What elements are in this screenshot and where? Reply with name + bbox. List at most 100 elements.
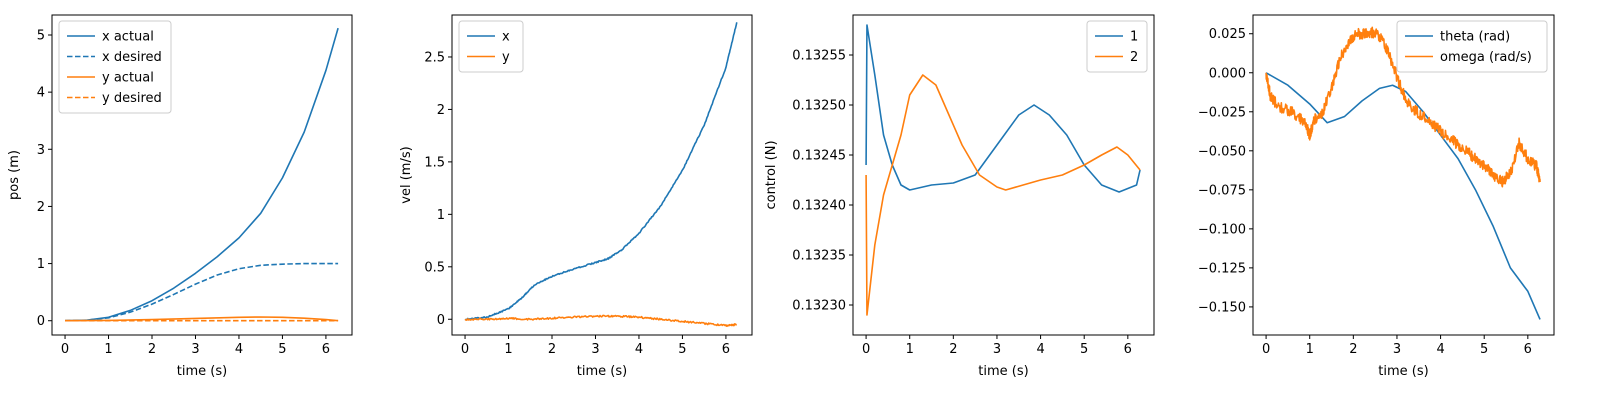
x-tick-label: 3	[591, 342, 599, 357]
x-tick-label: 0	[61, 342, 69, 357]
x-axis-label: time (s)	[1378, 364, 1428, 379]
y-tick-label: 4	[37, 86, 45, 101]
y-tick-label: −0.150	[1198, 300, 1246, 315]
x-tick-label: 0	[862, 342, 870, 357]
x-tick-label: 5	[1080, 342, 1088, 357]
series-lines	[865, 24, 1141, 316]
y-tick-label: 0.025	[1209, 27, 1246, 42]
legend-label: x	[502, 30, 510, 45]
x-tick-label: 0	[461, 342, 469, 357]
y-tick-label: 1.5	[424, 155, 445, 170]
x-tick-label: 5	[1480, 342, 1488, 357]
y-tick-label: 0	[437, 313, 445, 328]
legend: 12	[1086, 20, 1148, 73]
series-lines	[65, 27, 339, 322]
chart-panel-2: 0 1 2 3 4 5 6 0 0.5 1 1.5 2 2.5 time (s) vel (m/s) xy	[399, 14, 753, 379]
x-tick-label: 1	[104, 342, 112, 357]
y-tick-label: 0.13245	[792, 149, 846, 164]
x-tick-label: 6	[1524, 342, 1532, 357]
legend: x actual x desired y actual y desired	[58, 20, 172, 114]
legend-box	[58, 20, 172, 114]
x-tick-label: 2	[949, 342, 957, 357]
y-tick-label: 2.5	[424, 50, 445, 65]
x-tick-label: 6	[722, 342, 730, 357]
x-axis-label: time (s)	[577, 364, 627, 379]
y-tick-label: 0.13230	[792, 299, 846, 314]
y-tick-label: 0.13235	[792, 249, 846, 264]
plot-frame	[451, 14, 753, 336]
legend: theta (rad) omega (rad/s)	[1396, 20, 1548, 73]
y-tick-label: 1	[437, 208, 445, 223]
series-line-2	[865, 74, 1141, 316]
y-tick-label: −0.075	[1198, 183, 1246, 198]
series-lines	[464, 22, 738, 327]
y-tick-label: −0.025	[1198, 105, 1246, 120]
series-line-1	[464, 22, 738, 321]
x-tick-label: 4	[1036, 342, 1044, 357]
series-line-2	[65, 262, 339, 322]
x-tick-label: 4	[235, 342, 243, 357]
x-axis-label: time (s)	[177, 364, 227, 379]
y-tick-label: 0	[37, 314, 45, 329]
plot-frame	[1252, 14, 1555, 336]
legend-box	[1396, 20, 1548, 73]
series-line-2	[1265, 26, 1541, 188]
x-tick-label: 0	[1262, 342, 1270, 357]
y-tick-label: 3	[37, 143, 45, 158]
x-tick-label: 6	[322, 342, 330, 357]
y-tick-label: 2	[437, 103, 445, 118]
x-tick-label: 2	[1349, 342, 1357, 357]
x-tick-label: 2	[148, 342, 156, 357]
y-tick-label: 2	[37, 200, 45, 215]
y-tick-label: 0.5	[424, 260, 445, 275]
legend-label: x actual	[102, 30, 154, 45]
legend: xy	[458, 20, 524, 73]
y-tick-label: −0.050	[1198, 144, 1246, 159]
y-tick-label: 1	[37, 257, 45, 272]
y-tick-label: −0.125	[1198, 261, 1246, 276]
chart-panel-3: 0 1 2 3 4 5 60.132300.132350.132400.132450.132…	[764, 14, 1155, 379]
series-line-2	[464, 314, 738, 327]
series-line-1	[1265, 72, 1541, 320]
plot-frame	[51, 14, 353, 336]
y-tick-label: 0.13250	[792, 99, 846, 114]
y-tick-label: 0.13255	[792, 49, 846, 64]
x-tick-label: 2	[548, 342, 556, 357]
legend-label: y	[502, 50, 510, 65]
legend-label: omega (rad/s)	[1440, 50, 1532, 65]
legend-label: 1	[1130, 30, 1138, 45]
legend-box	[1086, 20, 1148, 73]
series-line-1	[65, 27, 339, 322]
x-tick-label: 1	[1306, 342, 1314, 357]
x-tick-label: 4	[1436, 342, 1444, 357]
x-tick-label: 1	[504, 342, 512, 357]
x-tick-label: 6	[1124, 342, 1132, 357]
x-tick-label: 1	[906, 342, 914, 357]
legend-label: y desired	[102, 91, 162, 106]
series-line-1	[865, 24, 1141, 193]
y-tick-label: 5	[37, 29, 45, 44]
y-axis-label: pos (m)	[7, 150, 22, 200]
legend-label: 2	[1130, 50, 1138, 65]
legend-box	[458, 20, 524, 73]
x-tick-label: 3	[191, 342, 199, 357]
y-tick-label: −0.100	[1198, 222, 1246, 237]
x-tick-label: 3	[993, 342, 1001, 357]
plot-frame	[852, 14, 1155, 336]
x-tick-label: 5	[678, 342, 686, 357]
legend-label: y actual	[102, 71, 154, 86]
y-axis-label: control (N)	[764, 140, 779, 209]
series-lines	[1265, 26, 1541, 320]
chart-panel-4: 0 1 2 3 4 5 6 −0.150 −0.125 −0.100 −0.075 −0.050 −0.…	[1198, 14, 1555, 379]
x-tick-label: 3	[1393, 342, 1401, 357]
y-tick-label: 0.000	[1209, 66, 1246, 81]
chart-panel-1: 0 1 2 3 4 5 6 0 1 2 3 4 5 time (s) pos (m) x actual x de…	[7, 14, 353, 379]
legend-label: x desired	[102, 50, 162, 65]
x-tick-label: 4	[635, 342, 643, 357]
y-axis-label: vel (m/s)	[399, 146, 414, 203]
x-axis-label: time (s)	[978, 364, 1028, 379]
legend-label: theta (rad)	[1440, 30, 1510, 45]
y-tick-label: 0.13240	[792, 199, 846, 214]
x-tick-label: 5	[278, 342, 286, 357]
